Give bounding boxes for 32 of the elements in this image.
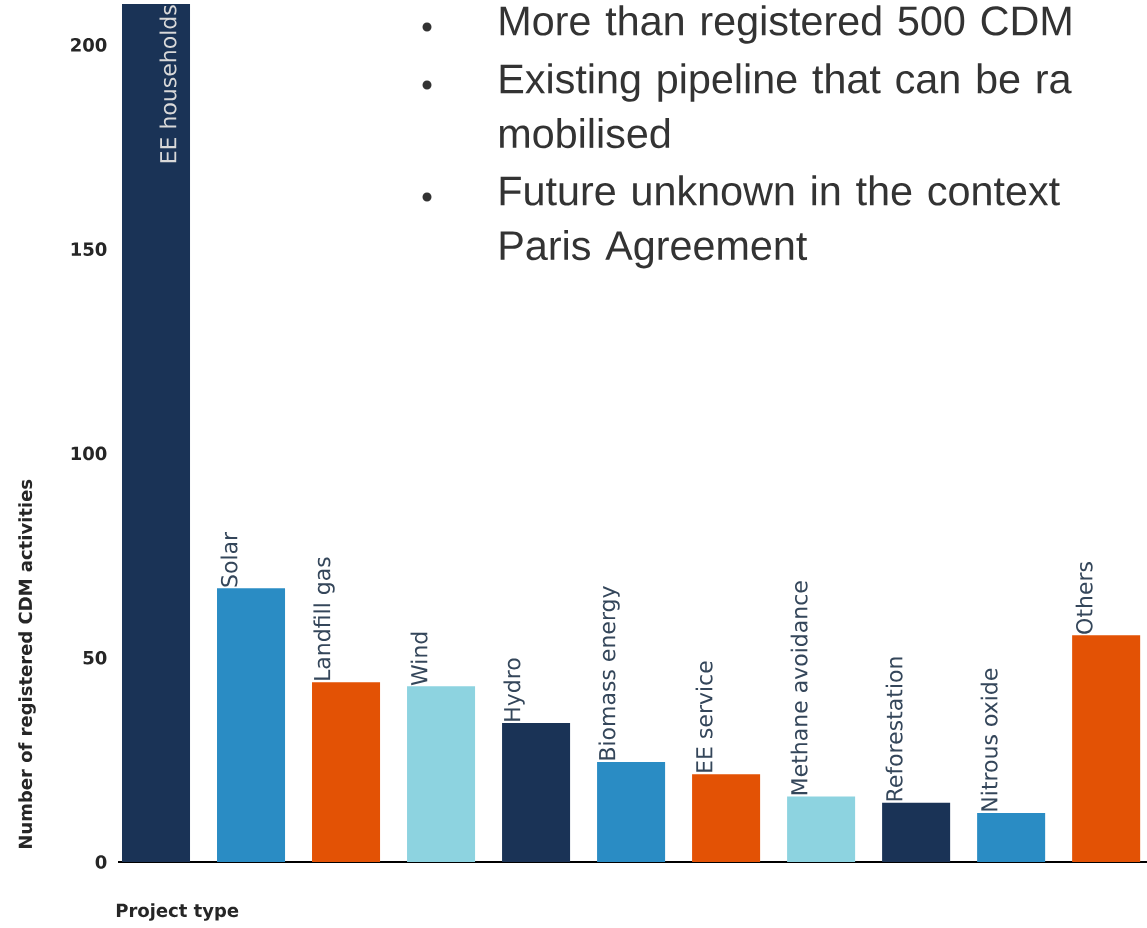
y-tick-label: 150 (71, 242, 107, 256)
y-tick-label: 200 (71, 38, 107, 52)
y-tick-label: 0 (95, 855, 107, 869)
bar (597, 761, 666, 862)
y-axis-title: Number of registered CDM activities (18, 479, 36, 849)
bar (407, 686, 476, 862)
x-tick-label: EE households (159, 5, 177, 163)
x-tick-label: Reforestation (885, 657, 903, 801)
x-tick-label: Wind (410, 632, 428, 686)
x-tick-label: Biomass energy (598, 586, 620, 760)
x-tick-label: EE service (695, 661, 713, 772)
x-tick-label: Landfill gas (313, 557, 335, 680)
bar (217, 588, 286, 862)
bar (787, 796, 856, 862)
y-tick-label: 100 (71, 446, 107, 461)
x-tick-label: Methane avoidance (790, 581, 808, 795)
bar (502, 723, 571, 862)
bar (1072, 635, 1141, 862)
y-tick-label: 50 (83, 650, 107, 665)
x-tick-label: Nitrous oxide (980, 668, 998, 811)
annotation: More than registered 500 CDM (500, 5, 1071, 44)
bar (122, 3, 191, 862)
x-tick-label: Others (1075, 562, 1093, 634)
x-axis-title: Project type (116, 903, 239, 921)
x-tick-label: Hydro (503, 658, 525, 721)
x-tick-label: Solar (220, 531, 238, 587)
annotation: Future unknown in the context Paris Agreement (500, 175, 1060, 269)
bar (977, 812, 1046, 862)
bar (882, 802, 951, 862)
bar (312, 682, 381, 862)
annotation: Existing pipeline that can be ra mobilised (500, 63, 1072, 149)
bar (692, 774, 761, 862)
